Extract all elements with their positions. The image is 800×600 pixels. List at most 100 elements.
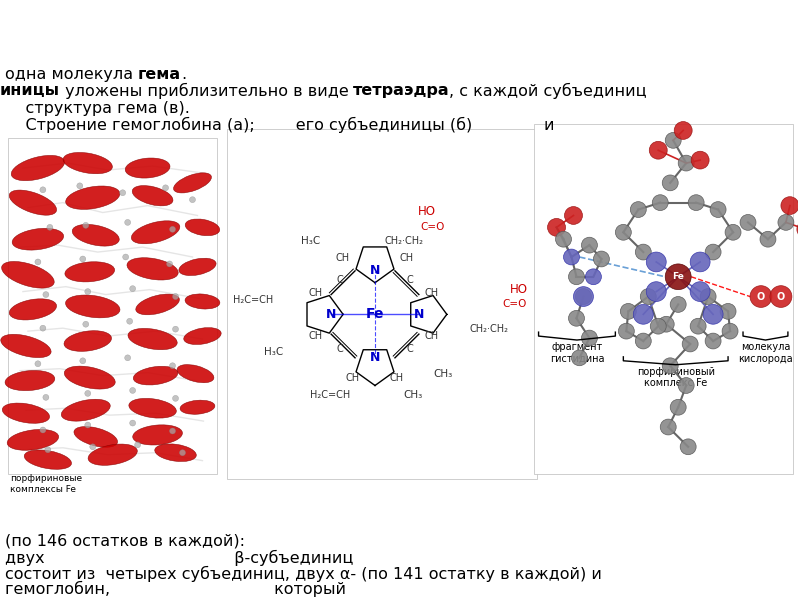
Circle shape — [666, 264, 691, 290]
Text: C=O: C=O — [502, 299, 527, 310]
Circle shape — [563, 249, 579, 265]
Text: CH: CH — [425, 287, 439, 298]
Text: .: . — [181, 67, 186, 82]
Circle shape — [547, 218, 566, 236]
Ellipse shape — [129, 398, 176, 418]
Circle shape — [640, 289, 656, 304]
Circle shape — [130, 286, 136, 292]
Circle shape — [778, 214, 794, 230]
Ellipse shape — [132, 185, 173, 206]
Circle shape — [35, 259, 41, 265]
Text: CH₃: CH₃ — [403, 391, 422, 400]
Circle shape — [85, 289, 90, 295]
Ellipse shape — [186, 219, 220, 236]
Circle shape — [77, 183, 82, 189]
Text: N: N — [414, 308, 424, 321]
Circle shape — [670, 296, 686, 313]
Text: H₂C=CH: H₂C=CH — [310, 391, 350, 400]
Circle shape — [700, 289, 716, 304]
Ellipse shape — [66, 295, 120, 318]
Circle shape — [40, 187, 46, 193]
Circle shape — [582, 237, 598, 253]
Text: иницы: иницы — [0, 83, 60, 98]
Circle shape — [690, 282, 710, 301]
Text: CH₂·CH₂: CH₂·CH₂ — [470, 324, 509, 334]
Text: N: N — [370, 352, 380, 364]
Text: порфириновые
комплексы Fe: порфириновые комплексы Fe — [10, 475, 82, 494]
Text: H₂C=CH: H₂C=CH — [233, 295, 274, 305]
Text: HO: HO — [418, 205, 436, 218]
Circle shape — [173, 326, 178, 332]
Text: одна молекула: одна молекула — [5, 67, 138, 82]
Circle shape — [722, 323, 738, 339]
Text: Fe: Fe — [672, 272, 684, 281]
Circle shape — [47, 224, 53, 230]
Circle shape — [170, 363, 175, 369]
Circle shape — [660, 419, 676, 435]
Text: тетраэдра: тетраэдра — [353, 83, 450, 98]
Text: Строение гемоглобина (а);        его субъединицы (б)              и: Строение гемоглобина (а); его субъединиц… — [5, 116, 554, 133]
Circle shape — [634, 304, 654, 324]
Text: O: O — [757, 292, 765, 302]
Text: N: N — [326, 308, 336, 321]
Ellipse shape — [65, 262, 114, 282]
Circle shape — [781, 197, 799, 214]
Text: C: C — [337, 275, 343, 285]
Text: молекула
кислорода: молекула кислорода — [738, 342, 793, 364]
Circle shape — [80, 358, 86, 364]
Ellipse shape — [64, 331, 111, 352]
Text: , с каждой субъединиц: , с каждой субъединиц — [450, 83, 647, 99]
Circle shape — [688, 195, 704, 211]
Circle shape — [565, 206, 582, 224]
Text: CH: CH — [308, 331, 322, 341]
Circle shape — [569, 269, 585, 284]
Circle shape — [130, 388, 136, 394]
Ellipse shape — [72, 224, 119, 246]
Circle shape — [678, 155, 694, 171]
Text: C=O: C=O — [421, 223, 445, 232]
Circle shape — [80, 256, 86, 262]
Circle shape — [705, 333, 721, 349]
Ellipse shape — [177, 365, 214, 383]
Ellipse shape — [134, 366, 178, 385]
Circle shape — [179, 450, 186, 455]
Ellipse shape — [88, 444, 138, 466]
Circle shape — [82, 321, 89, 327]
Circle shape — [650, 318, 666, 334]
Text: C: C — [406, 275, 414, 285]
Ellipse shape — [63, 152, 112, 174]
Text: порфириновый
комплекс Fe: порфириновый комплекс Fe — [637, 367, 714, 388]
Circle shape — [720, 304, 736, 319]
Ellipse shape — [179, 258, 216, 275]
Circle shape — [125, 220, 130, 226]
Circle shape — [797, 220, 800, 238]
Text: N: N — [370, 265, 380, 277]
Circle shape — [173, 293, 178, 299]
Text: C: C — [406, 344, 414, 354]
Circle shape — [674, 122, 692, 139]
Ellipse shape — [24, 450, 71, 469]
Text: структура гема (в).: структура гема (в). — [5, 101, 190, 116]
Circle shape — [162, 185, 169, 191]
Ellipse shape — [66, 186, 120, 209]
Circle shape — [40, 325, 46, 331]
Circle shape — [574, 287, 594, 307]
Text: фрагмент
гистидина: фрагмент гистидина — [550, 342, 604, 364]
Circle shape — [594, 251, 610, 267]
Bar — [8, 139, 218, 475]
Circle shape — [662, 175, 678, 191]
Circle shape — [750, 286, 772, 307]
Circle shape — [555, 232, 571, 247]
Circle shape — [646, 252, 666, 272]
Circle shape — [170, 226, 175, 232]
Circle shape — [635, 244, 651, 260]
Circle shape — [586, 269, 602, 284]
Text: CH: CH — [308, 287, 322, 298]
Ellipse shape — [10, 299, 57, 320]
Text: (по 146 остатков в каждой):: (по 146 остатков в каждой): — [5, 534, 245, 549]
Circle shape — [571, 350, 587, 366]
Text: состоит из  четырех субъединиц, двух α- (по 141 остатку в каждой) и: состоит из четырех субъединиц, двух α- (… — [5, 565, 602, 581]
Circle shape — [646, 282, 666, 301]
Circle shape — [620, 304, 636, 319]
Text: CH₃: CH₃ — [434, 368, 453, 379]
